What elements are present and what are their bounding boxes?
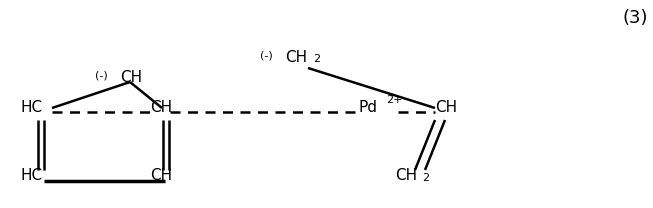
Text: 2: 2	[313, 54, 320, 64]
Text: (-): (-)	[260, 50, 273, 60]
Text: Pd: Pd	[358, 100, 377, 115]
Text: (-): (-)	[95, 70, 108, 80]
Text: CH: CH	[395, 167, 417, 182]
Text: 2+: 2+	[386, 95, 402, 105]
Text: 2: 2	[422, 173, 429, 183]
Text: CH: CH	[150, 167, 172, 182]
Text: HC: HC	[20, 100, 42, 115]
Text: CH: CH	[150, 100, 172, 115]
Text: CH: CH	[285, 50, 307, 64]
Text: HC: HC	[20, 167, 42, 182]
Text: CH: CH	[120, 69, 142, 84]
Text: CH: CH	[435, 100, 457, 115]
Text: (3): (3)	[622, 9, 648, 27]
